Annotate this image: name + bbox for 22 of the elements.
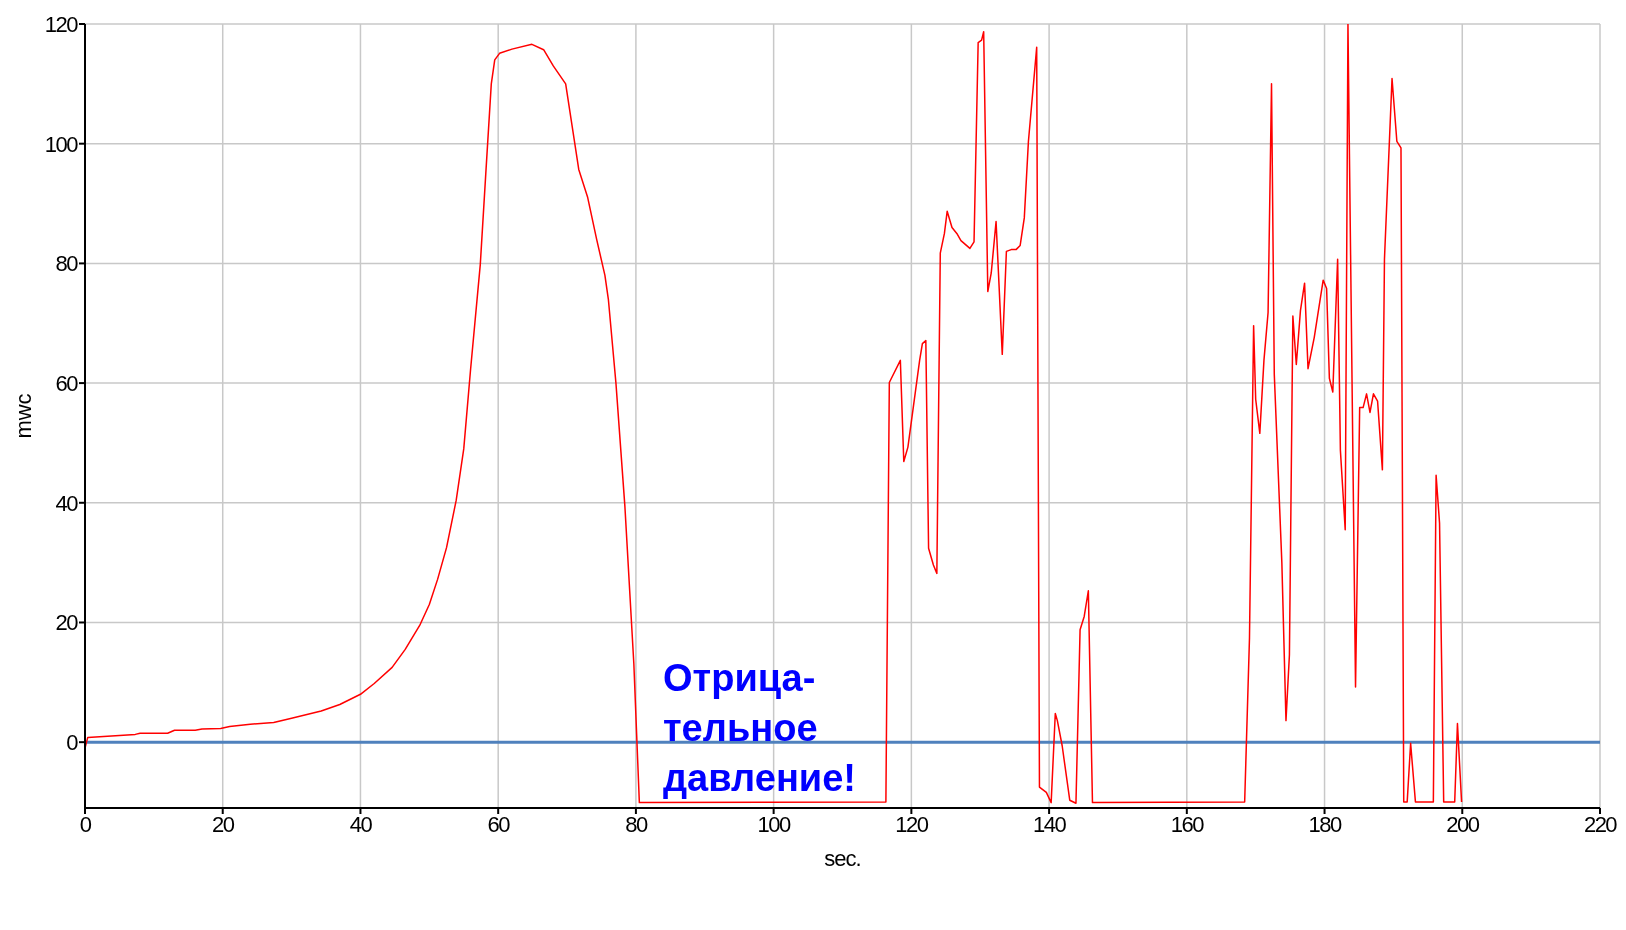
x-tick-label: 20 xyxy=(211,811,235,837)
x-tick-label: 220 xyxy=(1583,811,1618,837)
y-tick-label: 120 xyxy=(44,11,79,37)
x-tick-label: 40 xyxy=(349,811,373,837)
x-tick-label: 80 xyxy=(625,811,648,837)
y-tick-label: 60 xyxy=(55,370,79,396)
y-tick-label: 80 xyxy=(55,251,79,277)
annotation: Отрица- тельное давление! xyxy=(663,656,856,801)
x-tick-label: 160 xyxy=(1170,811,1205,837)
y-tick-label: 20 xyxy=(55,610,79,636)
x-axis-title: sec. xyxy=(824,846,861,871)
y-tick-label: 40 xyxy=(55,490,79,516)
x-tick-label: 120 xyxy=(895,811,929,837)
y-tick-label: 100 xyxy=(44,131,79,157)
y-axis-title: mwc xyxy=(10,393,36,439)
line-series xyxy=(85,24,1463,804)
x-tick-label: 140 xyxy=(1032,811,1067,837)
x-tick-label: 60 xyxy=(487,811,511,837)
x-tick-label: 200 xyxy=(1446,811,1480,837)
x-tick-label: 100 xyxy=(757,811,791,837)
y-tick-label: 0 xyxy=(66,729,79,755)
x-tick-label: 180 xyxy=(1308,811,1342,837)
